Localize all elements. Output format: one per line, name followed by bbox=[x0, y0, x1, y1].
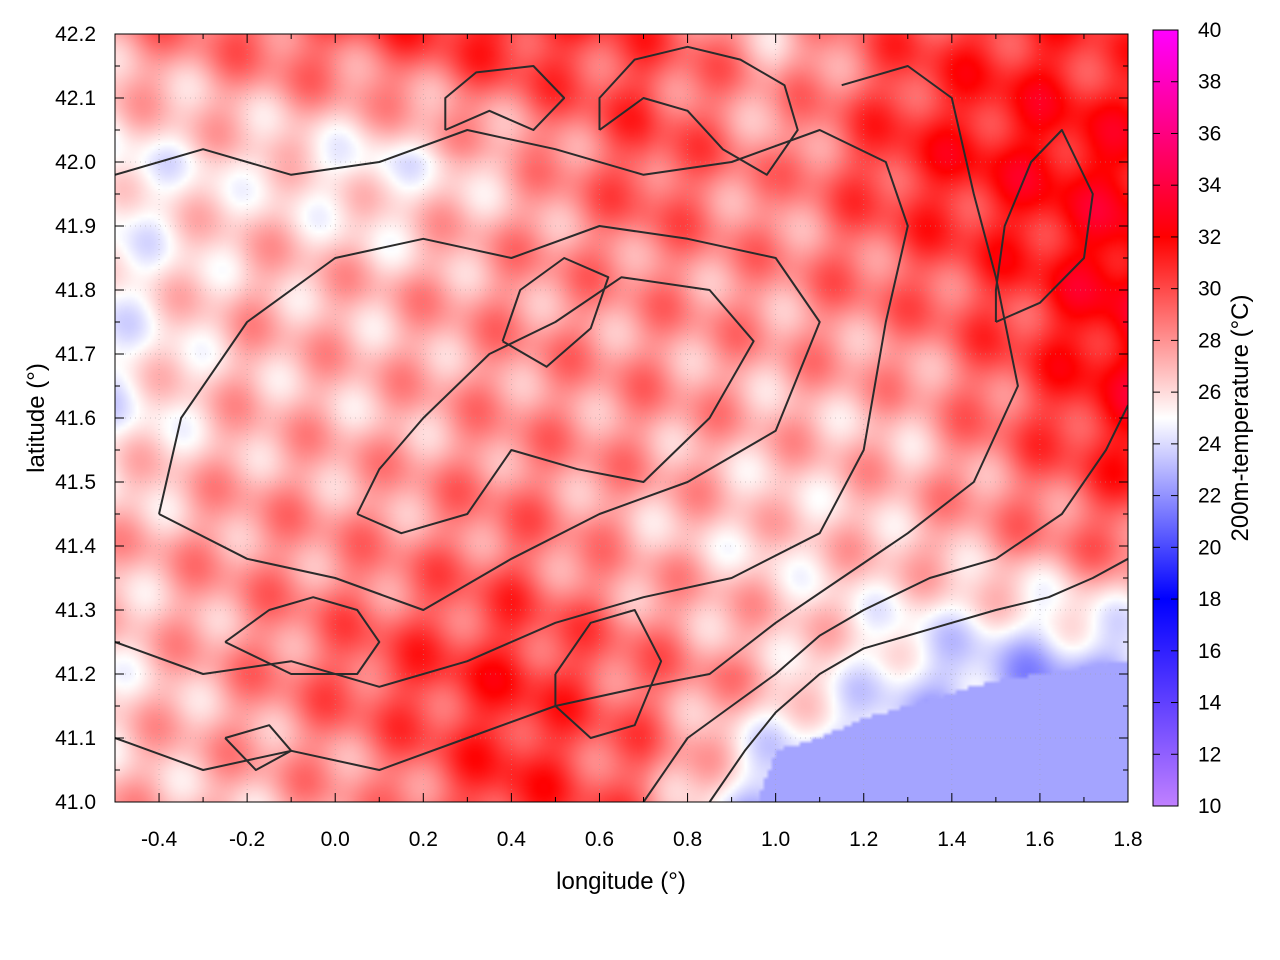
y-tick-label: 42.2 bbox=[55, 23, 96, 46]
y-tick-label: 41.7 bbox=[55, 343, 96, 366]
colorbar-gradient bbox=[1152, 29, 1179, 807]
y-tick-label: 41.3 bbox=[55, 599, 96, 622]
x-tick-label: 0.6 bbox=[585, 828, 614, 851]
colorbar-ticks: 10 12 14 16 18 20 22 24 26 28 30 32 34 36 38 40 bbox=[1153, 19, 1222, 818]
contour-line bbox=[642, 404, 1128, 802]
colorbar-label: 200m-temperature (°C) bbox=[1227, 294, 1254, 541]
y-tick-label: 41.6 bbox=[55, 407, 96, 430]
x-tick-label: 0.4 bbox=[497, 828, 527, 851]
y-tick-label: 41.4 bbox=[55, 535, 96, 558]
contour-line bbox=[708, 557, 1128, 802]
x-tick-label: 0.2 bbox=[409, 828, 438, 851]
colorbar-tick-label: 10 bbox=[1198, 795, 1221, 818]
colorbar-tick-label: 20 bbox=[1198, 536, 1221, 559]
contour-line bbox=[224, 596, 381, 675]
colorbar-tick-label: 40 bbox=[1198, 19, 1221, 42]
colorbar-tick-label: 26 bbox=[1198, 381, 1221, 404]
colorbar-tick-label: 22 bbox=[1198, 485, 1221, 508]
plot-area bbox=[114, 33, 1129, 803]
x-tick-label: 1.2 bbox=[849, 828, 878, 851]
contour-line bbox=[356, 276, 755, 535]
x-tick-label: 1.8 bbox=[1113, 828, 1142, 851]
y-tick-label: 42.1 bbox=[55, 87, 96, 110]
contour-line bbox=[115, 65, 1019, 771]
y-tick-label: 41.8 bbox=[55, 279, 96, 302]
colorbar: 10 12 14 16 18 20 22 24 26 28 30 32 34 36 38 40 200m-te… bbox=[1152, 19, 1254, 818]
contour-line bbox=[501, 257, 610, 368]
x-axis: -0.4 -0.2 0.0 0.2 0.4 0.6 0.8 1.0 1.2 1.4 1.6 1.8 bbox=[141, 34, 1143, 851]
y-tick-label: 41.2 bbox=[55, 663, 96, 686]
x-tick-label: 1.4 bbox=[937, 828, 967, 851]
y-axis-label: latitude (°) bbox=[23, 363, 50, 473]
colorbar-tick-label: 28 bbox=[1198, 329, 1221, 352]
colorbar-tick-label: 12 bbox=[1198, 743, 1221, 766]
x-tick-label: -0.2 bbox=[229, 828, 265, 851]
contour-lines bbox=[115, 45, 1128, 802]
y-axis: 41.0 41.1 41.2 41.3 41.4 41.5 41.6 41.7 41.8 41.9… bbox=[55, 23, 1128, 814]
x-axis-label: longitude (°) bbox=[556, 868, 686, 895]
x-tick-label: 0.0 bbox=[321, 828, 350, 851]
x-tick-label: -0.4 bbox=[141, 828, 178, 851]
contour-line bbox=[444, 65, 566, 131]
colorbar-tick-label: 18 bbox=[1198, 588, 1221, 611]
colorbar-tick-label: 24 bbox=[1198, 433, 1222, 456]
colorbar-tick-label: 16 bbox=[1198, 640, 1221, 663]
contour-line bbox=[554, 609, 663, 739]
x-tick-label: 0.8 bbox=[673, 828, 702, 851]
contour-line bbox=[158, 225, 821, 611]
y-tick-label: 42.0 bbox=[55, 151, 96, 174]
contour-line bbox=[224, 724, 293, 771]
temperature-heatmap bbox=[115, 34, 1128, 802]
y-tick-label: 41.0 bbox=[55, 791, 96, 814]
colorbar-tick-label: 30 bbox=[1198, 278, 1221, 301]
x-tick-label: 1.6 bbox=[1025, 828, 1054, 851]
y-tick-label: 41.1 bbox=[55, 727, 96, 750]
y-tick-label: 41.5 bbox=[55, 471, 96, 494]
colorbar-tick-label: 36 bbox=[1198, 122, 1221, 145]
colorbar-tick-label: 34 bbox=[1198, 174, 1222, 197]
contour-line bbox=[994, 129, 1094, 323]
colorbar-tick-label: 38 bbox=[1198, 71, 1221, 94]
x-tick-label: 1.0 bbox=[761, 828, 790, 851]
y-tick-label: 41.9 bbox=[55, 215, 96, 238]
contour-line bbox=[115, 129, 909, 688]
contour-line bbox=[598, 45, 799, 176]
colorbar-tick-label: 32 bbox=[1198, 226, 1221, 249]
colorbar-tick-label: 14 bbox=[1198, 692, 1222, 715]
